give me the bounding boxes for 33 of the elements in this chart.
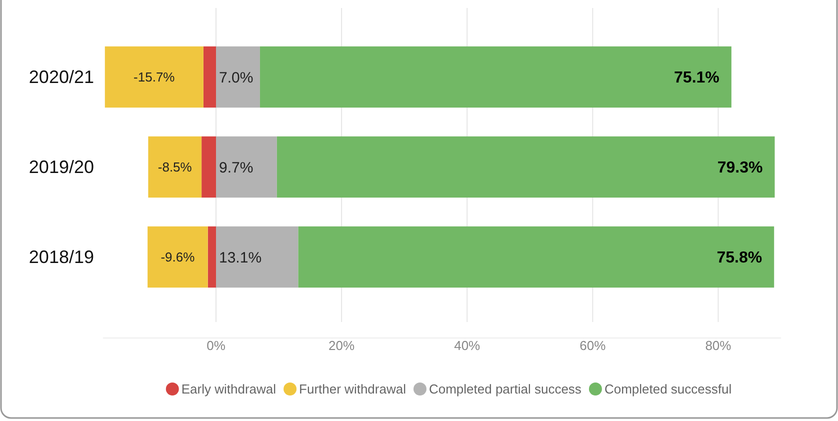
bar [216,136,277,198]
y-tick-label: 2018/19 [28,246,94,267]
bar [148,136,202,198]
x-tick-label: 60% [580,338,606,354]
data-label: 79.3% [717,160,763,177]
y-tick-label: 2020/21 [28,66,94,87]
y-tick-label: 2019/20 [28,156,94,177]
bar [276,136,775,198]
bar [203,46,216,108]
x-tick-label: 0% [206,338,226,354]
bar [298,226,774,288]
legend-label: Completed partial success [428,382,582,397]
data-label: 75.8% [716,250,762,267]
x-tick-label: 40% [454,338,481,354]
data-label: 13.1% [219,249,262,266]
data-label: 7.0% [219,69,254,86]
bar [216,46,260,108]
data-label: 9.7% [219,159,254,176]
data-label: -9.6% [160,250,196,265]
legend-label: Early withdrawal [181,382,276,397]
bar [260,46,732,108]
bar [216,226,298,288]
data-label: -15.7% [134,70,176,85]
data-label: 75.1% [674,70,720,87]
bar [202,136,216,198]
x-tick-label: 20% [328,338,355,354]
bar [208,226,216,288]
legend-label: Further withdrawal [299,382,406,397]
data-label: -8.5% [158,160,192,175]
x-tick-label: 80% [705,338,732,354]
legend-label: Completed successful [604,382,732,397]
bar [104,46,204,108]
bar [148,226,208,288]
